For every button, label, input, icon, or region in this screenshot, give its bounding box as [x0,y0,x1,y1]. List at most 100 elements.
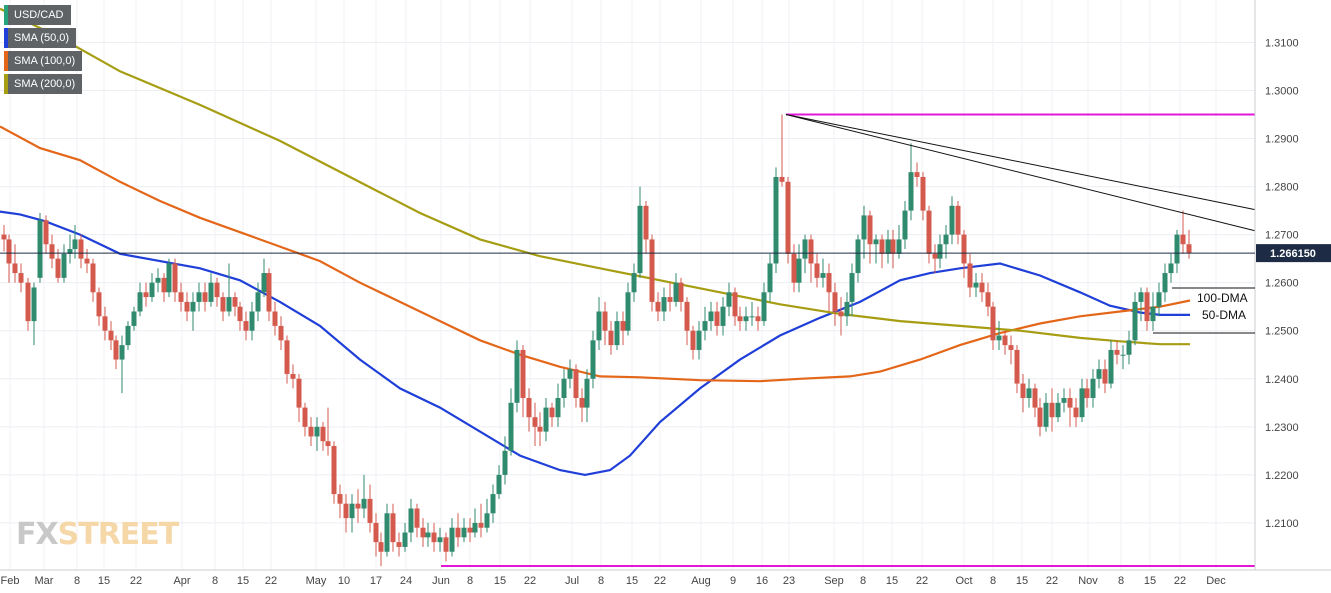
candle-body [1138,292,1144,302]
candle-body [208,282,214,302]
candle-body [461,527,467,538]
x-tick-label: 22 [1046,575,1058,587]
last-price-badge [1256,244,1331,263]
candle-body [143,292,149,298]
candle-body [879,239,885,254]
y-tick-label: 1.2600 [1265,278,1299,290]
legend-item-usdcad[interactable]: USD/CAD [4,5,71,25]
candle-body [996,335,1002,341]
y-tick-label: 1.2100 [1265,518,1299,530]
candle-body [237,306,243,322]
candle-body [844,301,850,317]
y-tick-label: 1.2300 [1265,422,1299,434]
candle-body [449,527,455,552]
candle-body [926,210,932,254]
legend-item-sma200[interactable]: SMA (200,0) [4,74,83,94]
candle-body [537,426,543,432]
candle-body [232,297,238,307]
candle-body [714,311,720,326]
candle-body [1084,388,1090,398]
sma-line-2 [0,7,1190,346]
dma-50-label: 50-DMA [1202,308,1246,322]
candle-body [561,378,567,398]
sma-line-0 [0,210,1190,477]
x-tick-label: 15 [886,575,898,587]
legend-item-sma50[interactable]: SMA (50,0) [4,28,77,48]
candle-body [549,407,555,418]
candle-body [25,282,31,322]
x-tick-label: 16 [756,575,768,587]
candle-body [1090,378,1096,398]
candle-body [608,330,614,346]
last-price-label: 1.266150 [1270,248,1316,260]
logo-part-fx: FX [16,517,59,552]
candle-body [31,287,37,322]
candle-body [272,311,278,326]
x-tick-label: 23 [783,575,795,587]
candle-body [408,508,414,533]
legend-swatch [4,74,8,94]
x-tick-label: 22 [130,575,142,587]
candle-body [678,282,684,302]
candle-body [373,522,379,543]
candle-body [161,277,167,293]
legend-swatch [4,51,8,71]
candle-body [467,527,473,533]
candle-body [573,369,579,398]
candle-body [1186,244,1192,253]
candle-body [137,292,143,312]
candle-body [702,321,708,331]
y-tick-label: 1.3000 [1265,85,1299,97]
candles [1,114,1192,567]
candle-body [673,282,679,302]
candle-body [973,282,979,288]
candle-body [655,301,661,312]
candle-body [1026,388,1032,398]
candle-body [1049,402,1055,418]
candle-body [1126,340,1132,355]
candle-body [1108,349,1114,384]
y-tick-label: 1.2700 [1265,230,1299,242]
candle-body [584,378,590,408]
candle-body [520,349,526,398]
candle-body [43,220,49,245]
candle-body [220,297,226,312]
candle-body [325,441,331,447]
y-tick-label: 1.3100 [1265,37,1299,49]
candle-body [708,311,714,322]
candle-body [791,253,797,283]
candle-body [1162,273,1168,293]
x-tick-label: Jul [565,575,579,587]
candle-body [349,503,355,519]
x-tick-label: 24 [400,575,412,587]
candle-body [773,176,779,264]
candle-body [166,263,172,293]
candle-body [1150,306,1156,322]
candle-body [732,292,738,317]
trendlines [785,114,1256,232]
x-tick-label: 8 [598,575,604,587]
candle-body [855,239,861,274]
candle-body [1079,388,1085,418]
candle-body [826,273,832,293]
candle-body [202,292,208,302]
candle-body [902,210,908,240]
candle-body [131,311,137,326]
candle-body [178,292,184,302]
x-tick-label: 17 [370,575,382,587]
candle-body [266,273,272,312]
trendline-upper [785,114,1256,211]
x-tick-label: Oct [955,575,972,587]
y-tick-label: 1.2200 [1265,470,1299,482]
legend-label: SMA (100,0) [14,55,76,67]
candle-body [355,503,361,509]
candle-body [643,205,649,240]
x-tick-label: 8 [1118,575,1124,587]
candle-body [867,215,873,245]
x-tick-label: 15 [98,575,110,587]
candle-body [590,340,596,379]
candle-body [308,426,314,437]
legend-item-sma100[interactable]: SMA (100,0) [4,51,83,71]
candle-body [472,522,478,533]
x-tick-label: Mar [35,575,54,587]
